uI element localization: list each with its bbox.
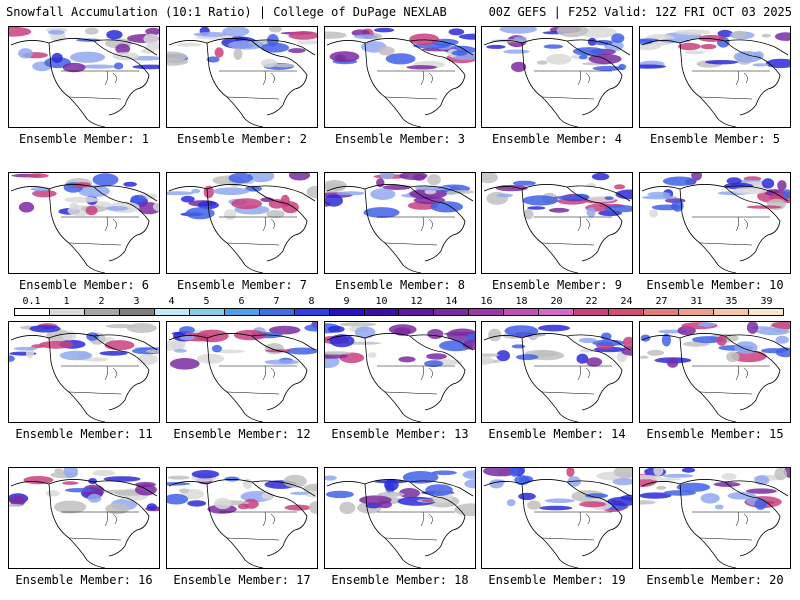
colorbar-swatch (84, 309, 120, 315)
colorbar-label: 22 (585, 296, 598, 307)
snowfall-colorbar: 0.1 1 2 3 4 5 6 7 8 9 10 12 14 16 18 20 22 24 27 31 35 39 (14, 296, 784, 318)
colorbar-swatch (15, 309, 50, 315)
member-label: Ensemble Member: 15 (646, 427, 784, 441)
colorbar-swatch (189, 309, 225, 315)
colorbar-label: 39 (760, 296, 773, 307)
colorbar-label: 7 (273, 296, 280, 307)
colorbar-label: 6 (238, 296, 245, 307)
colorbar-label: 24 (620, 296, 633, 307)
member-map (166, 321, 318, 423)
member-map (324, 467, 476, 569)
colorbar-swatch (119, 309, 155, 315)
member-label: Ensemble Member: 2 (176, 132, 308, 146)
title-left: Snowfall Accumulation (10:1 Ratio) | Col… (6, 5, 447, 19)
colorbar-label: 3 (133, 296, 140, 307)
member-label: Ensemble Member: 14 (488, 427, 626, 441)
member-label: Ensemble Member: 20 (646, 573, 784, 587)
member-map (481, 321, 633, 423)
colorbar-swatch (679, 309, 715, 315)
colorbar-swatch (714, 309, 750, 315)
member-label: Ensemble Member: 6 (18, 278, 150, 292)
colorbar-swatch (749, 309, 783, 315)
colorbar-label: 5 (203, 296, 210, 307)
colorbar-swatch (469, 309, 505, 315)
member-map (166, 172, 318, 274)
member-map (8, 467, 160, 569)
member-map (8, 172, 160, 274)
colorbar-swatch (434, 309, 470, 315)
colorbar-label: 18 (515, 296, 528, 307)
colorbar-swatch (259, 309, 295, 315)
colorbar-label: 0.1 (22, 296, 41, 307)
colorbar-label: 10 (375, 296, 388, 307)
member-map (8, 321, 160, 423)
colorbar-label: 31 (690, 296, 703, 307)
colorbar-label: 1 (63, 296, 70, 307)
colorbar-swatch (49, 309, 85, 315)
member-map (166, 467, 318, 569)
member-map (481, 172, 633, 274)
colorbar-label: 16 (480, 296, 493, 307)
colorbar-swatch (364, 309, 400, 315)
colorbar-label: 4 (168, 296, 175, 307)
member-map (8, 26, 160, 128)
member-map (639, 321, 791, 423)
member-label: Ensemble Member: 1 (18, 132, 150, 146)
colorbar-swatch (504, 309, 540, 315)
title-right: 00Z GEFS | F252 Valid: 12Z FRI OCT 03 20… (488, 5, 792, 19)
member-map (166, 26, 318, 128)
colorbar-label: 12 (410, 296, 423, 307)
member-map (324, 321, 476, 423)
colorbar-label: 8 (308, 296, 315, 307)
colorbar-swatches (14, 308, 784, 316)
member-label: Ensemble Member: 12 (173, 427, 311, 441)
member-map (481, 467, 633, 569)
colorbar-labels: 0.1 1 2 3 4 5 6 7 8 9 10 12 14 16 18 20 22 24 27 31 35 39 (14, 296, 784, 308)
header: Snowfall Accumulation (10:1 Ratio) | Col… (0, 0, 800, 24)
colorbar-swatch (609, 309, 645, 315)
colorbar-swatch (539, 309, 575, 315)
member-label: Ensemble Member: 19 (488, 573, 626, 587)
colorbar-swatch (294, 309, 330, 315)
member-label: Ensemble Member: 13 (331, 427, 469, 441)
member-label: Ensemble Member: 4 (491, 132, 623, 146)
member-label: Ensemble Member: 9 (491, 278, 623, 292)
member-map (324, 172, 476, 274)
member-label: Ensemble Member: 16 (15, 573, 153, 587)
member-label: Ensemble Member: 17 (173, 573, 311, 587)
member-label: Ensemble Member: 5 (649, 132, 781, 146)
colorbar-swatch (224, 309, 260, 315)
colorbar-label: 2 (98, 296, 105, 307)
member-label: Ensemble Member: 3 (334, 132, 466, 146)
member-map (481, 26, 633, 128)
colorbar-swatch (574, 309, 610, 315)
member-map (639, 172, 791, 274)
colorbar-swatch (329, 309, 365, 315)
colorbar-swatch (644, 309, 680, 315)
member-map (639, 467, 791, 569)
colorbar-label: 20 (550, 296, 563, 307)
member-label: Ensemble Member: 11 (15, 427, 153, 441)
colorbar-label: 27 (655, 296, 668, 307)
member-label: Ensemble Member: 8 (334, 278, 466, 292)
member-map (639, 26, 791, 128)
colorbar-swatch (154, 309, 190, 315)
member-map (324, 26, 476, 128)
colorbar-label: 14 (445, 296, 458, 307)
colorbar-swatch (399, 309, 435, 315)
member-label: Ensemble Member: 7 (176, 278, 308, 292)
colorbar-label: 9 (343, 296, 350, 307)
member-label: Ensemble Member: 10 (646, 278, 784, 292)
colorbar-label: 35 (725, 296, 738, 307)
member-label: Ensemble Member: 18 (331, 573, 469, 587)
